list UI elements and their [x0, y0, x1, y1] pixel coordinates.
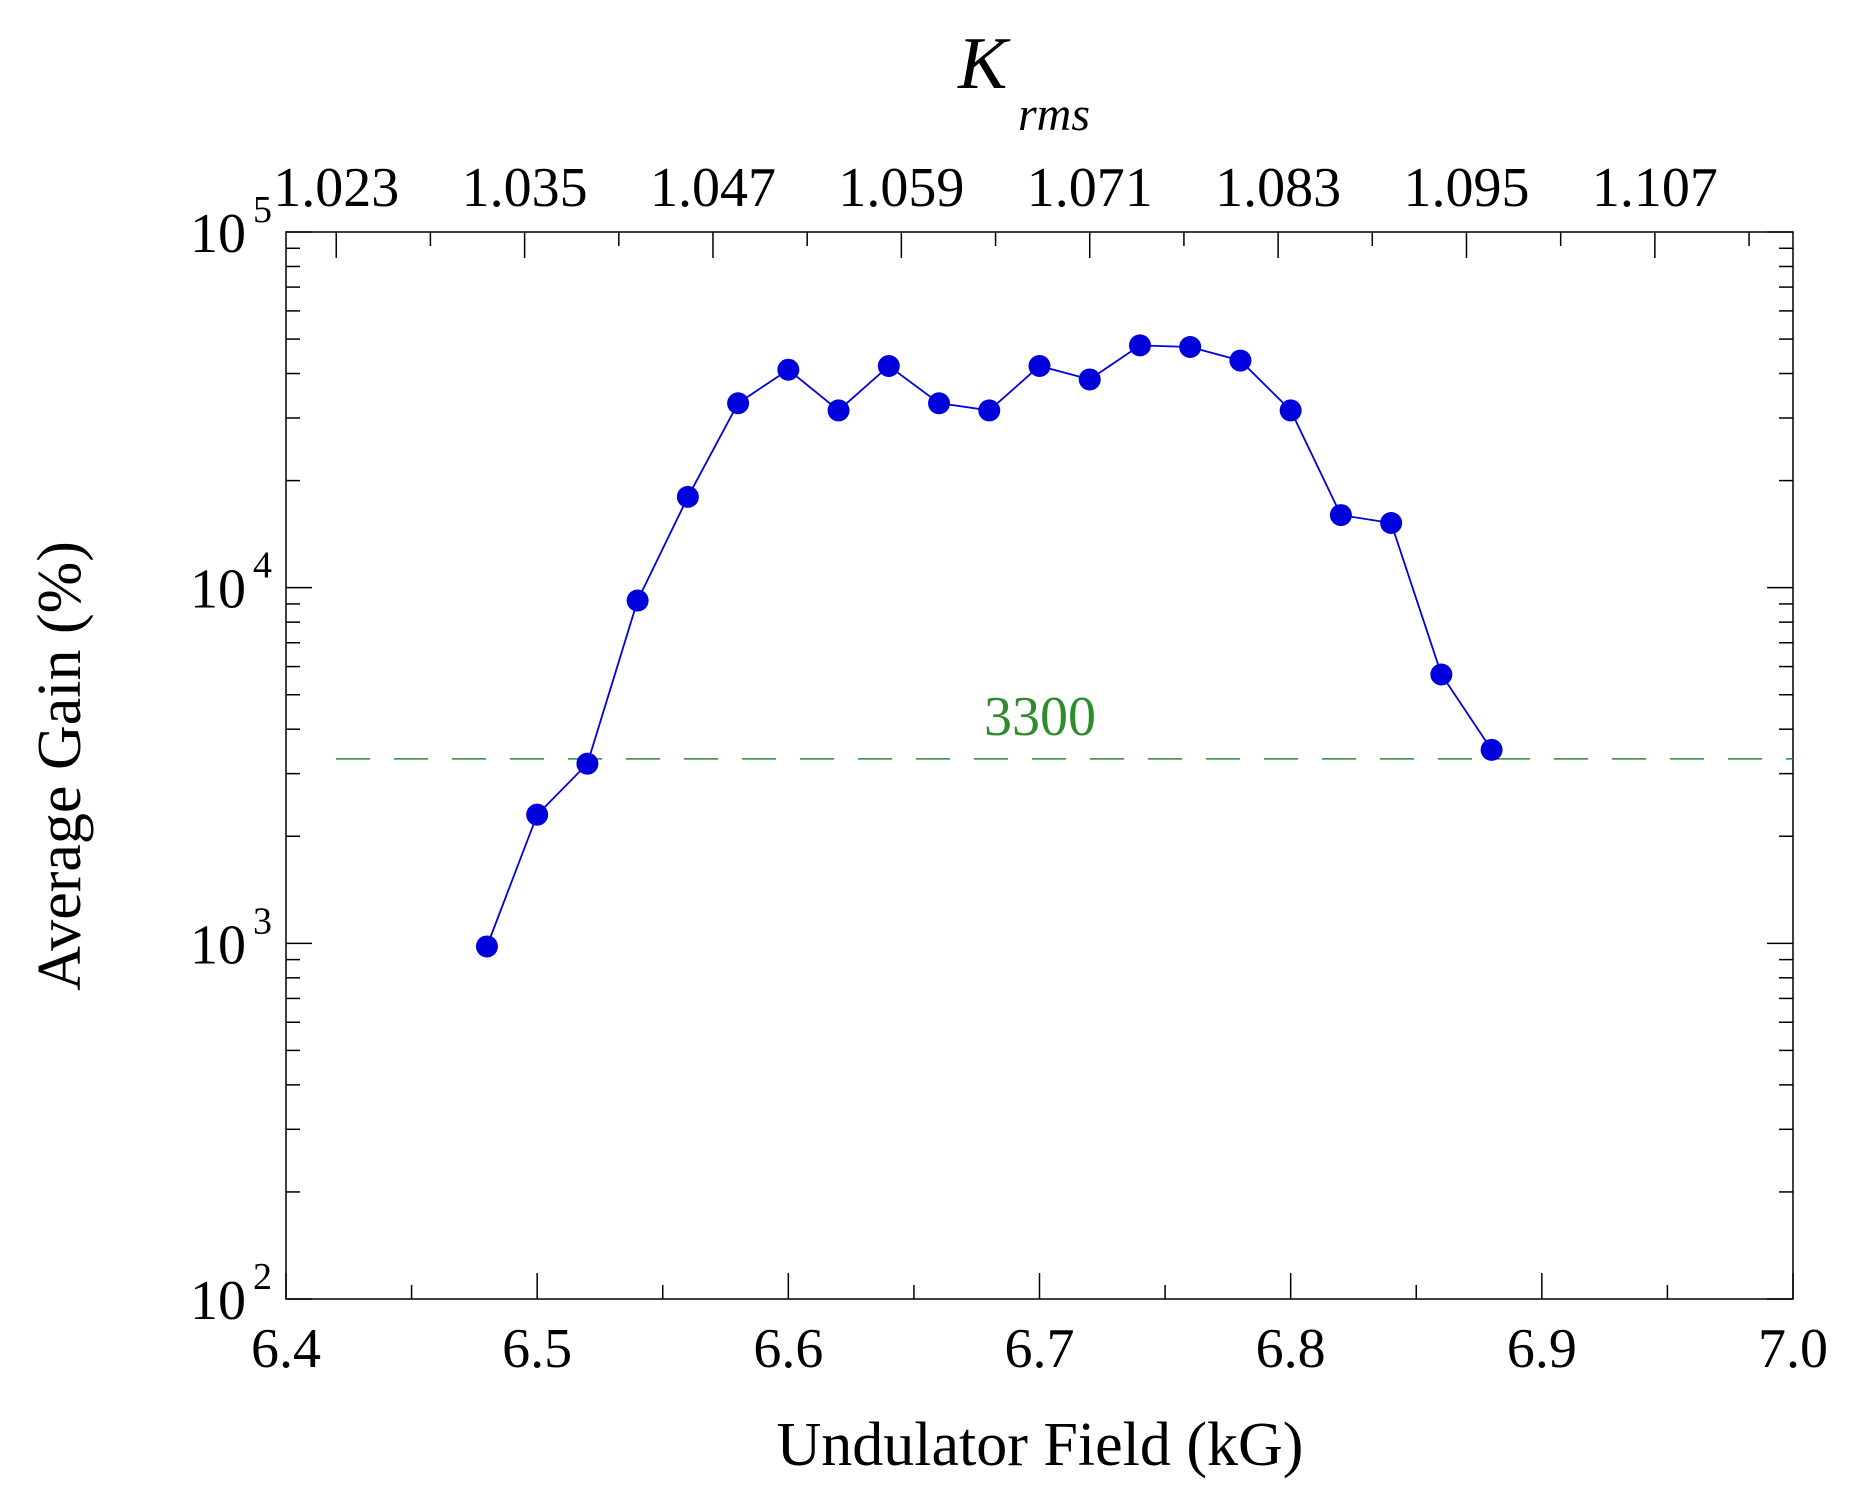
y-tick-label: 10	[190, 1270, 246, 1332]
y-tick-label: 10	[190, 914, 246, 976]
x-tick-label: 6.7	[1005, 1318, 1075, 1380]
y-axis-label: Average Gain (%)	[26, 541, 94, 991]
y-tick-base: 10	[190, 203, 246, 265]
reference-line-label: 3300	[984, 686, 1096, 748]
data-point	[1329, 504, 1352, 527]
data-point	[827, 399, 850, 422]
data-point	[1380, 511, 1403, 534]
x-axis-label: Undulator Field (kG)	[777, 1411, 1304, 1479]
data-point	[1078, 368, 1101, 391]
data-point	[1279, 399, 1302, 422]
top-tick-label: 1.107	[1592, 157, 1718, 219]
y-tick-label: 10	[190, 559, 246, 621]
reference-line-group: 3300	[336, 686, 1793, 760]
x-tick-label: 6.4	[251, 1318, 321, 1380]
data-point	[1430, 663, 1453, 686]
data-point	[1028, 354, 1051, 377]
top-axis-tick-labels: 1.023 1.035 1.047 1.059 1.071 1.083 1.095 1.107	[273, 157, 1718, 219]
x-tick-label: 7.0	[1758, 1318, 1828, 1380]
y-tick-base: 10	[190, 1270, 246, 1332]
data-point	[1179, 335, 1202, 358]
data-point	[475, 935, 498, 958]
x-tick-labels: 6.4 6.5 6.6 6.7 6.8 6.9 7.0	[251, 1318, 1828, 1380]
series-line	[486, 344, 1493, 947]
top-axis-label-main: K	[957, 23, 1011, 105]
y-tick-exponent: 2	[253, 1256, 272, 1298]
top-tick-label: 1.059	[838, 157, 964, 219]
top-tick-label: 1.023	[273, 157, 399, 219]
data-point	[526, 803, 549, 826]
top-tick-label: 1.047	[650, 157, 776, 219]
x-tick-label: 6.9	[1507, 1318, 1577, 1380]
top-tick-label: 1.095	[1403, 157, 1529, 219]
data-point	[576, 752, 599, 775]
data-point	[928, 392, 951, 415]
y-tick-exponent: 5	[253, 189, 272, 231]
top-axis-label-sub: rms	[1018, 88, 1090, 141]
y-tick-base: 10	[190, 559, 246, 621]
y-tick-base: 10	[190, 914, 246, 976]
data-point	[626, 589, 649, 612]
y-tick-exponent: 4	[253, 545, 272, 587]
data-point	[877, 354, 900, 377]
plot-frame	[285, 231, 1794, 1300]
data-point	[978, 399, 1001, 422]
x-tick-label: 6.6	[753, 1318, 823, 1380]
top-tick-label: 1.083	[1215, 157, 1341, 219]
y-tick-label: 10	[190, 203, 246, 265]
data-point	[1229, 349, 1252, 372]
top-axis-label: K	[957, 23, 1011, 105]
top-tick-label: 1.071	[1027, 157, 1153, 219]
data-point	[676, 485, 699, 508]
tick-marks	[285, 231, 1794, 1300]
y-tick-exponent: 3	[253, 900, 272, 942]
x-tick-label: 6.8	[1256, 1318, 1326, 1380]
series-group	[475, 334, 1503, 958]
top-tick-label: 1.035	[462, 157, 588, 219]
data-point	[777, 358, 800, 381]
data-point	[727, 392, 750, 415]
x-tick-label: 6.5	[502, 1318, 572, 1380]
data-point	[1128, 334, 1151, 357]
data-point	[1480, 738, 1503, 761]
